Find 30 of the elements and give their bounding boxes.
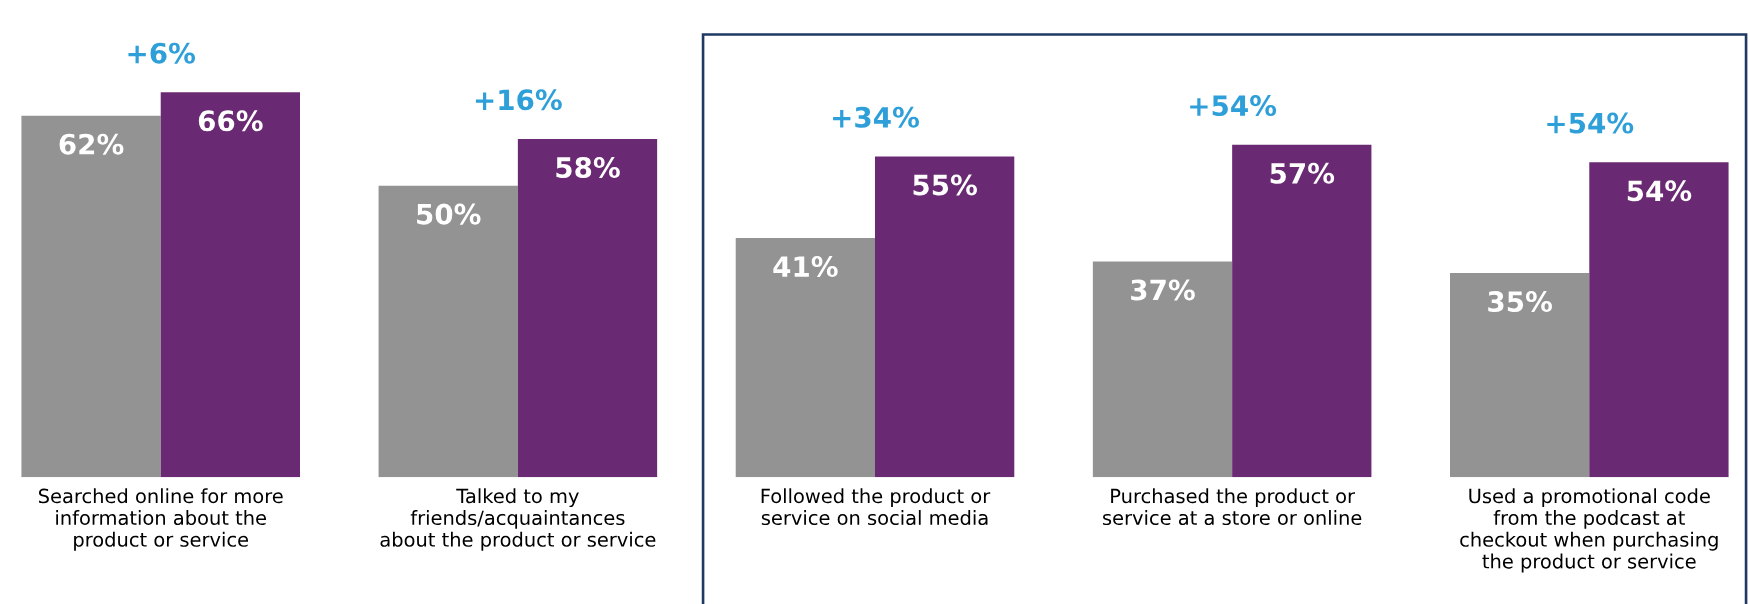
bar xyxy=(378,185,518,478)
bar xyxy=(1450,273,1590,478)
bar xyxy=(1232,144,1372,478)
x-tick-label: Talked to my friends/acquaintances about the product or service xyxy=(380,488,656,551)
annotation: +54% xyxy=(1190,95,1277,117)
data-label: 57% xyxy=(1270,162,1335,184)
data-label: 37% xyxy=(1131,279,1195,301)
bar xyxy=(1589,162,1729,478)
annotation: +34% xyxy=(833,106,919,128)
data-label: 41% xyxy=(773,256,838,278)
data-label: 66% xyxy=(198,110,263,132)
annotation: +54% xyxy=(1547,112,1634,134)
bar xyxy=(21,115,161,478)
data-label: 35% xyxy=(1488,291,1552,313)
x-tick-label: Purchased the product or service at a store or online xyxy=(1103,488,1362,526)
annotation: +16% xyxy=(475,89,562,111)
data-label: 62% xyxy=(59,133,124,155)
bar xyxy=(875,156,1015,478)
annotation: +6% xyxy=(128,42,196,64)
x-tick-label: Used a promotional code from the podcast at checkout when purchasing the product or service xyxy=(1460,488,1718,573)
bar xyxy=(517,139,658,478)
data-label: 54% xyxy=(1627,180,1692,202)
bar xyxy=(1092,261,1233,478)
x-tick-label: Followed the product or service on social media xyxy=(761,488,991,526)
bar xyxy=(160,92,300,478)
data-label: 58% xyxy=(556,156,620,178)
data-label: 55% xyxy=(913,174,977,196)
x-tick-label: Searched online for more information about the product or service xyxy=(38,488,283,551)
data-label: 50% xyxy=(417,203,481,225)
bar xyxy=(735,238,875,478)
